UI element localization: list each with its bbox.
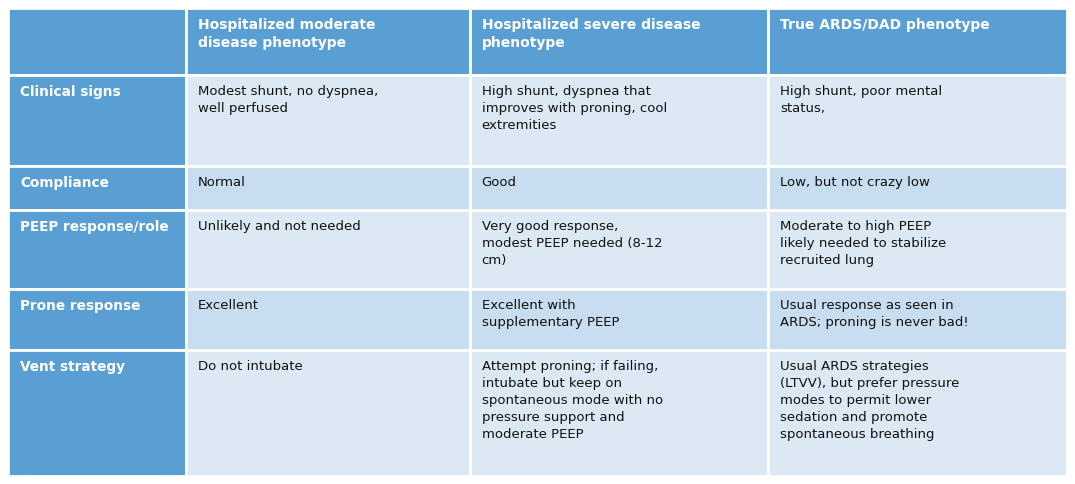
Bar bbox=[470, 76, 769, 166]
Text: Do not intubate: Do not intubate bbox=[198, 360, 303, 373]
Bar bbox=[769, 166, 1067, 210]
Text: Good: Good bbox=[482, 176, 517, 189]
Bar bbox=[186, 210, 470, 289]
Text: Usual response as seen in
ARDS; proning is never bad!: Usual response as seen in ARDS; proning … bbox=[780, 299, 969, 329]
Bar bbox=[769, 76, 1067, 166]
Text: Hospitalized moderate
disease phenotype: Hospitalized moderate disease phenotype bbox=[198, 18, 375, 50]
Text: Normal: Normal bbox=[198, 176, 246, 189]
Text: Modest shunt, no dyspnea,
well perfused: Modest shunt, no dyspnea, well perfused bbox=[198, 85, 378, 115]
Bar bbox=[186, 8, 470, 76]
Text: Very good response,
modest PEEP needed (8-12
cm): Very good response, modest PEEP needed (… bbox=[482, 220, 662, 267]
Bar bbox=[470, 289, 769, 350]
Bar bbox=[8, 289, 186, 350]
Text: Hospitalized severe disease
phenotype: Hospitalized severe disease phenotype bbox=[482, 18, 700, 50]
Text: Excellent: Excellent bbox=[198, 299, 259, 312]
Bar bbox=[8, 8, 186, 76]
Text: Moderate to high PEEP
likely needed to stabilize
recruited lung: Moderate to high PEEP likely needed to s… bbox=[780, 220, 947, 267]
Bar bbox=[8, 76, 186, 166]
Text: High shunt, poor mental
status,: High shunt, poor mental status, bbox=[780, 85, 943, 115]
Bar bbox=[186, 76, 470, 166]
Bar bbox=[769, 350, 1067, 476]
Bar bbox=[769, 210, 1067, 289]
Text: Clinical signs: Clinical signs bbox=[20, 85, 120, 99]
Bar bbox=[769, 289, 1067, 350]
Bar bbox=[470, 210, 769, 289]
Text: Excellent with
supplementary PEEP: Excellent with supplementary PEEP bbox=[482, 299, 619, 329]
Bar bbox=[470, 166, 769, 210]
Text: PEEP response/role: PEEP response/role bbox=[20, 220, 169, 234]
Bar bbox=[8, 350, 186, 476]
Bar bbox=[8, 166, 186, 210]
Text: Prone response: Prone response bbox=[20, 299, 141, 313]
Text: Usual ARDS strategies
(LTVV), but prefer pressure
modes to permit lower
sedation: Usual ARDS strategies (LTVV), but prefer… bbox=[780, 360, 960, 441]
Text: Compliance: Compliance bbox=[20, 176, 109, 190]
Text: Vent strategy: Vent strategy bbox=[20, 360, 125, 374]
Bar bbox=[769, 8, 1067, 76]
Text: High shunt, dyspnea that
improves with proning, cool
extremities: High shunt, dyspnea that improves with p… bbox=[482, 85, 666, 132]
Bar bbox=[8, 210, 186, 289]
Text: True ARDS/DAD phenotype: True ARDS/DAD phenotype bbox=[780, 18, 990, 32]
Text: Unlikely and not needed: Unlikely and not needed bbox=[198, 220, 360, 233]
Bar bbox=[186, 166, 470, 210]
Bar bbox=[470, 350, 769, 476]
Bar bbox=[186, 289, 470, 350]
Bar bbox=[470, 8, 769, 76]
Bar bbox=[186, 350, 470, 476]
Text: Low, but not crazy low: Low, but not crazy low bbox=[780, 176, 930, 189]
Text: Attempt proning; if failing,
intubate but keep on
spontaneous mode with no
press: Attempt proning; if failing, intubate bu… bbox=[482, 360, 663, 441]
